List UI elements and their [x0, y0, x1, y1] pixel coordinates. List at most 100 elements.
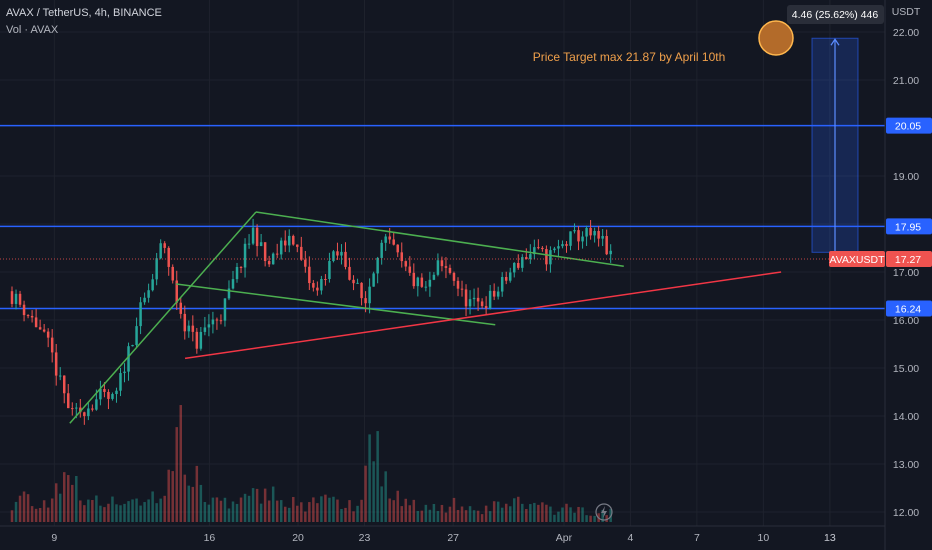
candle-body [360, 282, 363, 299]
level-price-label: 16.24 [895, 303, 921, 315]
candle-body [348, 266, 351, 280]
lightning-icon[interactable] [595, 503, 613, 521]
volume-bar [340, 509, 343, 522]
candle-body [376, 257, 379, 274]
volume-bar [320, 496, 323, 522]
volume-bar [22, 491, 26, 522]
candle-body [452, 272, 456, 281]
candle-body [396, 244, 399, 253]
volume-bar [312, 497, 315, 522]
candle-body [581, 236, 584, 242]
volume-bar [513, 498, 516, 522]
volume-bar [416, 510, 420, 522]
price-tags: 20.05 17.95 16.24 AVAXUSDT 17.27 [0, 117, 932, 317]
time-tick-label: 23 [359, 532, 371, 544]
candle-body [508, 272, 512, 281]
candle-body [292, 235, 295, 245]
horizontal-levels[interactable] [0, 124, 885, 310]
volume-bar [58, 493, 62, 522]
target-marker-icon[interactable] [758, 20, 794, 56]
candle-body [573, 230, 576, 232]
candle-body [420, 277, 424, 287]
volume-indicator-label[interactable]: Vol · AVAX [6, 24, 59, 36]
measure-label[interactable]: 4.46 (25.62%) 446 [792, 9, 879, 21]
price-target-annotation[interactable]: Price Target max 21.87 by April 10th [533, 50, 726, 64]
candle-body [143, 297, 146, 303]
volume-bar [392, 500, 395, 522]
trendline[interactable] [184, 271, 782, 360]
candle-body [54, 352, 58, 376]
volume-bar [593, 515, 596, 522]
volume-bar [368, 434, 371, 522]
candle-body [46, 331, 50, 338]
candle-body [227, 288, 231, 299]
candle-body [99, 388, 102, 400]
volume-bar [95, 495, 98, 522]
candle-body [513, 262, 516, 273]
trendline[interactable] [255, 211, 624, 267]
volume-bar [581, 507, 584, 522]
volume-bar [585, 515, 588, 522]
candle-body [521, 257, 524, 268]
candle-body [71, 408, 74, 410]
volume-bar [452, 497, 456, 522]
volume-bar [163, 495, 166, 522]
volume-bars [10, 405, 612, 522]
candle-body [231, 279, 235, 289]
volume-bar [296, 505, 299, 522]
candle-body [388, 236, 391, 240]
trendlines[interactable] [69, 211, 782, 424]
candle-body [336, 251, 339, 256]
candle-body [288, 235, 291, 246]
level-price-tag [886, 300, 932, 317]
volume-bar [42, 500, 46, 522]
candle-body [436, 260, 440, 275]
candle-body [251, 227, 255, 244]
candle-body [500, 277, 504, 292]
replay-button[interactable] [595, 503, 613, 521]
candle-body [187, 325, 191, 332]
candle-body [22, 304, 26, 316]
candle-body [609, 250, 612, 255]
candle-body [79, 407, 82, 413]
candle-body [103, 388, 106, 392]
volume-bar [444, 512, 448, 522]
volume-bar [219, 500, 223, 522]
candle-body [67, 393, 70, 409]
candle-body [259, 242, 263, 247]
volume-bar [573, 512, 576, 522]
candle-body [324, 279, 327, 281]
candle-body [147, 290, 150, 298]
candle-body [412, 272, 416, 287]
volume-bar [500, 507, 504, 522]
volume-bar [308, 502, 311, 522]
candle-body [91, 408, 94, 410]
volume-bar [211, 497, 215, 522]
measure-label-box[interactable] [787, 5, 884, 24]
candle-body [332, 251, 335, 262]
volume-bar [288, 507, 291, 522]
candle-body [42, 329, 46, 332]
volume-bar [352, 511, 355, 522]
candle-body [496, 291, 500, 297]
trendline[interactable] [69, 211, 257, 424]
candle-body [95, 399, 98, 410]
price-tick-label: 14.00 [893, 411, 919, 423]
last-price-label: 17.27 [895, 254, 921, 266]
volume-bar [521, 503, 524, 522]
volume-bar [557, 511, 560, 522]
symbol-title[interactable]: AVAX / TetherUS, 4h, BINANCE [6, 7, 162, 19]
measure-box[interactable]: 4.46 (25.62%) 446 [787, 5, 884, 253]
candle-body [163, 243, 166, 248]
candle-body [468, 299, 472, 307]
volume-bar [364, 465, 367, 522]
trendline[interactable] [176, 283, 496, 326]
volume-bar [332, 496, 335, 522]
volume-bar [464, 510, 468, 522]
time-tick-label: 13 [824, 532, 836, 544]
candle-body [356, 282, 359, 284]
volume-bar [476, 510, 480, 522]
volume-bar [589, 515, 592, 522]
